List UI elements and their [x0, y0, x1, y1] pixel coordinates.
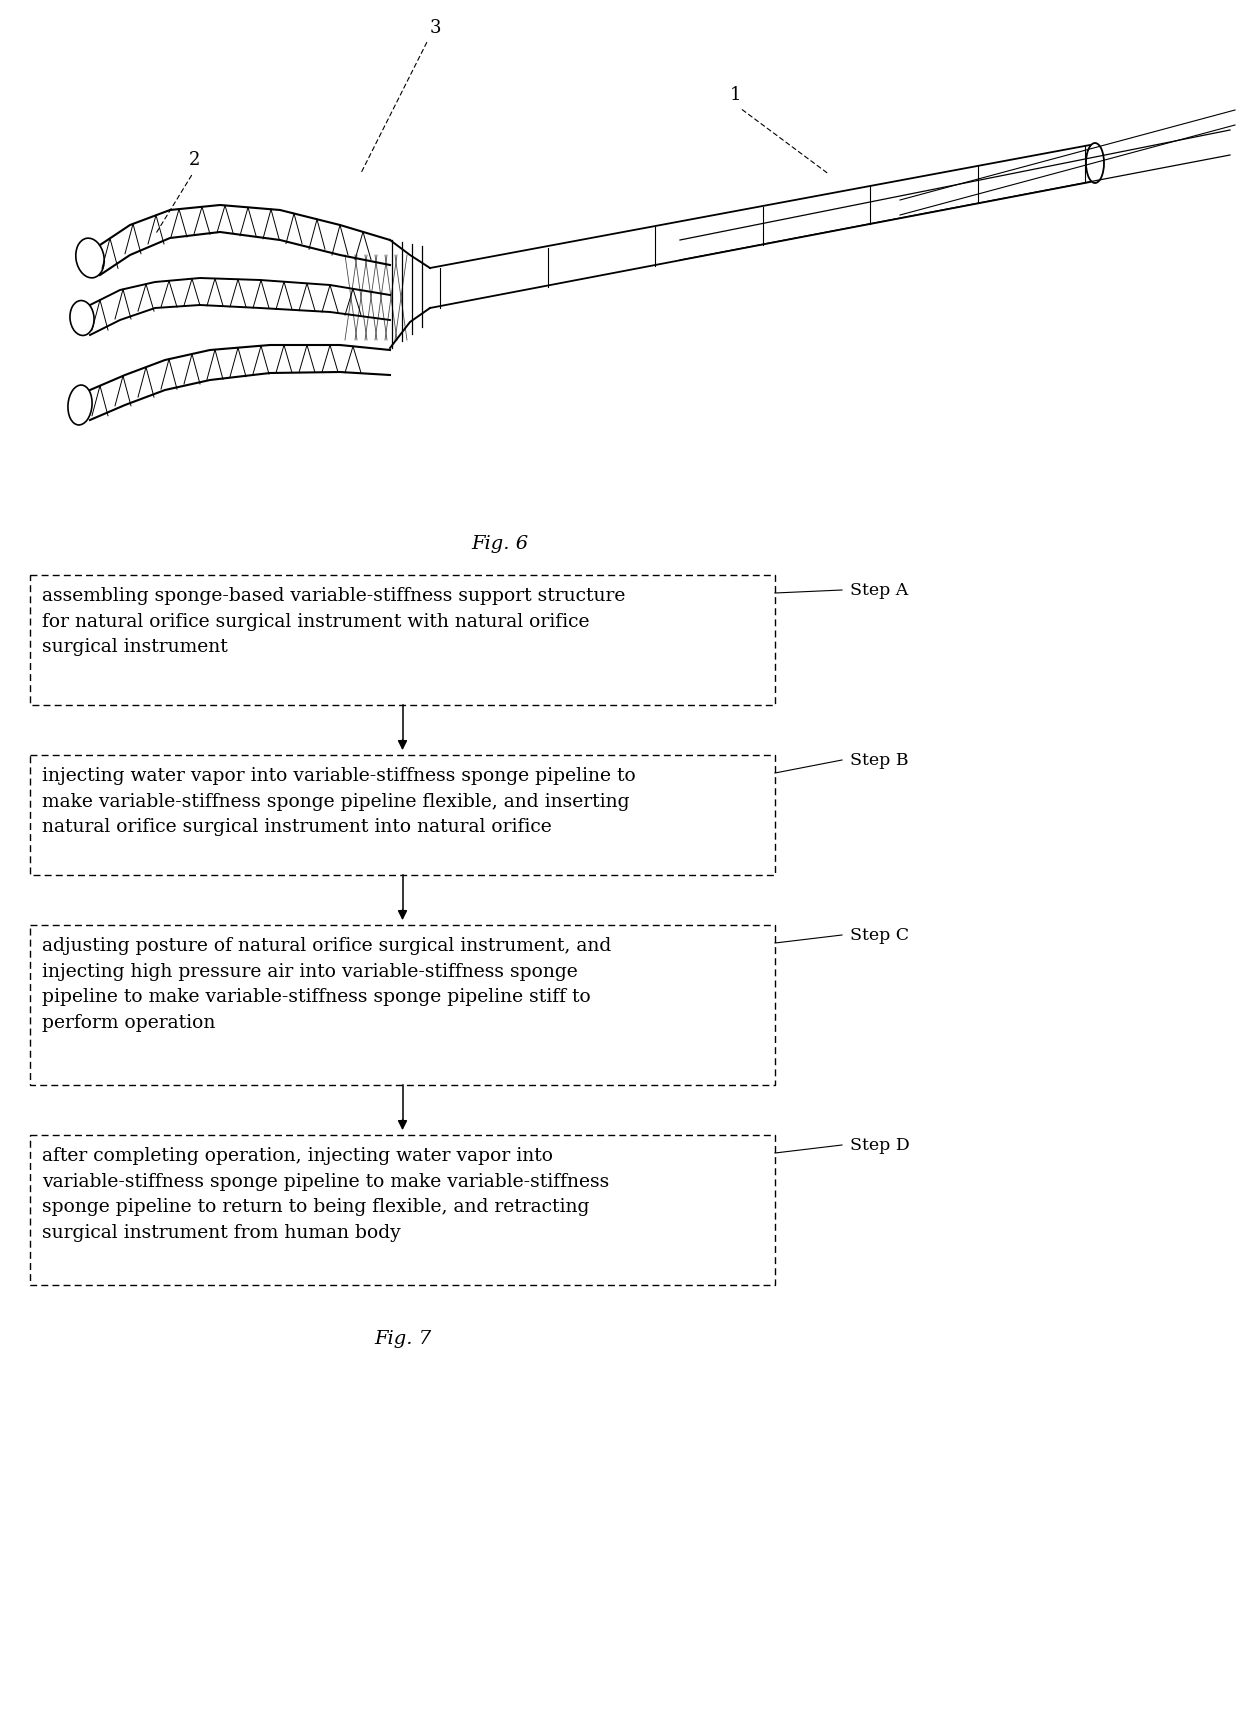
Text: 3: 3 [429, 19, 440, 36]
Ellipse shape [68, 386, 92, 426]
Text: Fig. 7: Fig. 7 [374, 1330, 432, 1348]
Text: Step A: Step A [849, 581, 908, 599]
Text: Step B: Step B [849, 751, 909, 768]
Text: injecting water vapor into variable-stiffness sponge pipeline to
make variable-s: injecting water vapor into variable-stif… [42, 766, 636, 836]
Text: assembling sponge-based variable-stiffness support structure
for natural orifice: assembling sponge-based variable-stiffne… [42, 586, 625, 656]
Text: Step D: Step D [849, 1137, 910, 1154]
Text: after completing operation, injecting water vapor into
variable-stiffness sponge: after completing operation, injecting wa… [42, 1147, 609, 1242]
Text: 1: 1 [729, 86, 740, 104]
Text: Step C: Step C [849, 927, 909, 943]
Text: Fig. 6: Fig. 6 [471, 535, 528, 554]
Ellipse shape [76, 239, 104, 279]
Ellipse shape [69, 301, 94, 336]
Text: adjusting posture of natural orifice surgical instrument, and
injecting high pre: adjusting posture of natural orifice sur… [42, 938, 611, 1033]
Text: 2: 2 [190, 151, 201, 170]
